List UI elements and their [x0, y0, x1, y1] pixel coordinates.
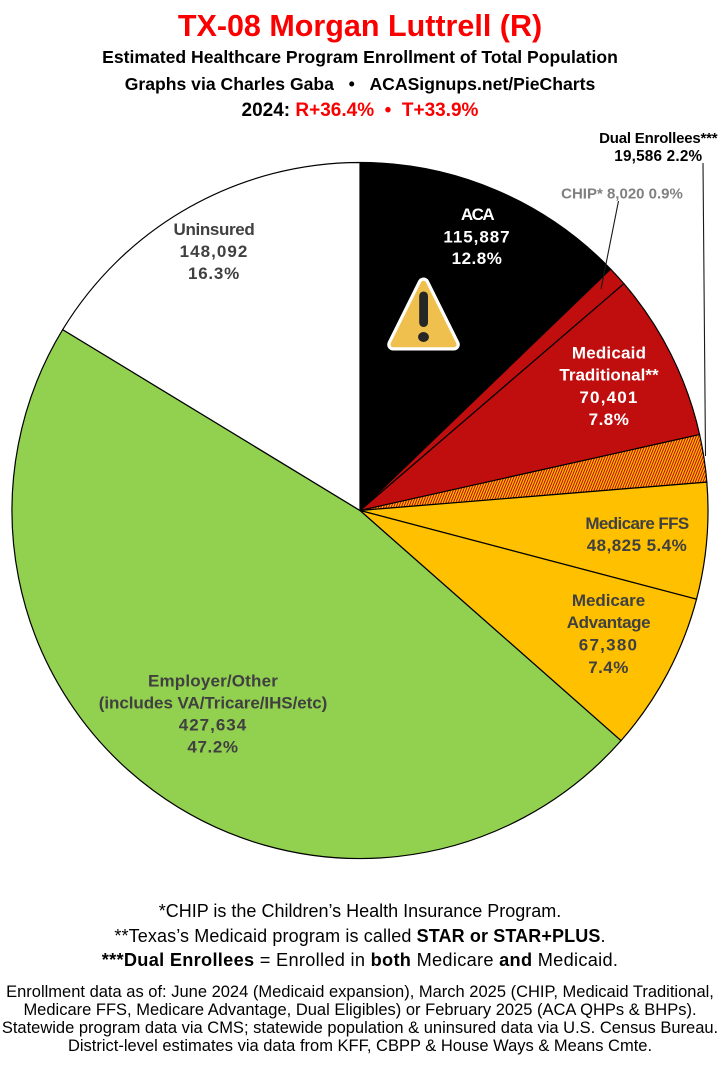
svg-text:Advantage: Advantage	[567, 613, 650, 632]
svg-text:115,887: 115,887	[443, 228, 510, 247]
svg-text:7.4%: 7.4%	[588, 658, 628, 677]
svg-text:Medicaid: Medicaid	[572, 344, 646, 363]
svg-text:ACA: ACA	[461, 205, 495, 224]
svg-text:48,825 5.4%: 48,825 5.4%	[587, 536, 687, 555]
svg-text:12.8%: 12.8%	[452, 249, 503, 268]
svg-text:Uninsured: Uninsured	[174, 220, 255, 239]
svg-text:70,401: 70,401	[579, 388, 638, 407]
svg-text:67,380: 67,380	[579, 636, 639, 655]
svg-text:19,586 2.2%: 19,586 2.2%	[614, 148, 702, 165]
svg-text:(includes VA/Tricare/IHS/etc): (includes VA/Tricare/IHS/etc)	[99, 694, 327, 713]
svg-text:Medicare FFS: Medicare FFS	[585, 514, 689, 533]
svg-text:CHIP* 8,020 0.9%: CHIP* 8,020 0.9%	[561, 185, 683, 202]
svg-text:Employer/Other: Employer/Other	[148, 672, 278, 691]
svg-text:148,092: 148,092	[180, 242, 249, 261]
svg-text:427,634: 427,634	[179, 716, 247, 735]
svg-text:Dual Enrollees***: Dual Enrollees***	[599, 130, 718, 147]
svg-text:47.2%: 47.2%	[187, 738, 238, 757]
svg-text:16.3%: 16.3%	[188, 264, 240, 283]
svg-text:Traditional**: Traditional**	[559, 366, 659, 385]
svg-text:7.8%: 7.8%	[589, 410, 630, 429]
svg-text:Medicare: Medicare	[572, 591, 645, 610]
